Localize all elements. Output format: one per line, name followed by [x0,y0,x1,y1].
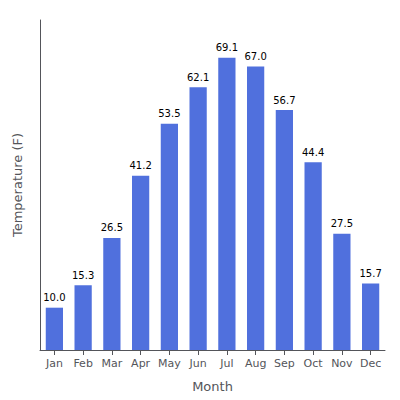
svg-text:62.1: 62.1 [187,72,209,83]
svg-text:41.2: 41.2 [129,160,151,171]
svg-text:69.1: 69.1 [216,42,238,53]
svg-text:Jul: Jul [219,357,233,370]
svg-text:56.7: 56.7 [273,95,295,106]
svg-text:26.5: 26.5 [101,222,123,233]
svg-text:Temperature (F): Temperature (F) [10,133,25,238]
svg-text:Jun: Jun [189,357,207,370]
svg-text:Apr: Apr [131,357,151,370]
svg-text:Sep: Sep [274,357,295,370]
svg-text:May: May [158,357,181,370]
svg-text:Dec: Dec [360,357,381,370]
svg-text:Feb: Feb [73,357,92,370]
svg-text:15.3: 15.3 [72,270,94,281]
svg-text:Nov: Nov [331,357,353,370]
svg-text:Month: Month [192,379,233,394]
svg-text:Oct: Oct [304,357,324,370]
svg-text:10.0: 10.0 [43,292,65,303]
svg-text:67.0: 67.0 [244,51,266,62]
svg-text:Jan: Jan [45,357,63,370]
svg-text:Aug: Aug [245,357,266,370]
svg-text:Mar: Mar [101,357,122,370]
svg-text:27.5: 27.5 [331,218,353,229]
svg-text:44.4: 44.4 [302,147,324,158]
svg-text:15.7: 15.7 [359,268,381,279]
svg-text:53.5: 53.5 [158,108,180,119]
